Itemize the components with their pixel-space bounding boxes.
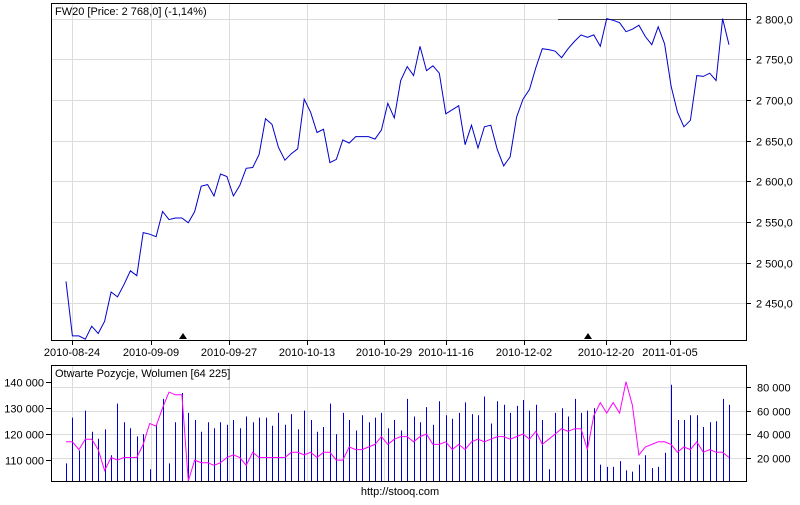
price-ytick-label: 2 700,0 [756, 96, 793, 108]
volume-ytick-label: 20 000 [757, 454, 791, 466]
date-axis-label: 2010-09-27 [201, 347, 257, 359]
volume-panel-frame [51, 365, 747, 482]
price-series-line [65, 17, 730, 340]
volume-layer [66, 381, 730, 482]
volume-ytick-label: 80 000 [757, 383, 791, 395]
price-ytick-label: 2 750,0 [756, 55, 793, 67]
volume-chart-title: Otwarte Pozycje, Wolumen [64 225] [55, 368, 230, 380]
date-axis-label: 2011-01-05 [642, 347, 697, 359]
event-marker-triangle [179, 333, 187, 339]
open-interest-ytick-label: 140 000 [4, 378, 44, 390]
open-interest-line [66, 381, 730, 482]
price-grid [52, 4, 746, 340]
price-chart-title: FW20 [Price: 2 768,0] (-1,14%) [55, 6, 207, 18]
date-axis-label: 2010-11-16 [418, 347, 473, 359]
open-interest-ytick-label: 120 000 [4, 430, 44, 442]
volume-ytick-label: 60 000 [757, 407, 791, 419]
date-axis-label: 2010-10-29 [356, 347, 412, 359]
open-interest-ytick-label: 130 000 [4, 404, 44, 416]
date-axis-label: 2010-09-09 [123, 347, 179, 359]
axis-layer: 2 800,0 2 750,0 2 700,0 2 650,0 2 600,0 2 550… [4, 15, 792, 468]
event-marker-triangle [584, 333, 592, 339]
date-axis-label: 2010-12-20 [578, 347, 634, 359]
price-ytick-label: 2 650,0 [756, 137, 793, 149]
price-panel-frame [51, 3, 747, 341]
date-axis-label: 2010-10-13 [279, 347, 335, 359]
date-axis-label: 2010-08-24 [44, 347, 100, 359]
price-ytick-label: 2 800,0 [756, 15, 793, 27]
volume-ytick-label: 40 000 [757, 430, 791, 442]
price-layer [65, 17, 746, 340]
price-ytick-label: 2 450,0 [756, 299, 793, 311]
footer-source-link[interactable]: http://stooq.com [361, 486, 439, 498]
open-interest-ytick-label: 110 000 [5, 456, 44, 468]
price-ytick-label: 2 500,0 [756, 259, 793, 271]
date-axis-label: 2010-12-02 [496, 347, 552, 359]
price-ytick-label: 2 550,0 [756, 218, 793, 230]
price-ytick-label: 2 600,0 [756, 177, 793, 189]
